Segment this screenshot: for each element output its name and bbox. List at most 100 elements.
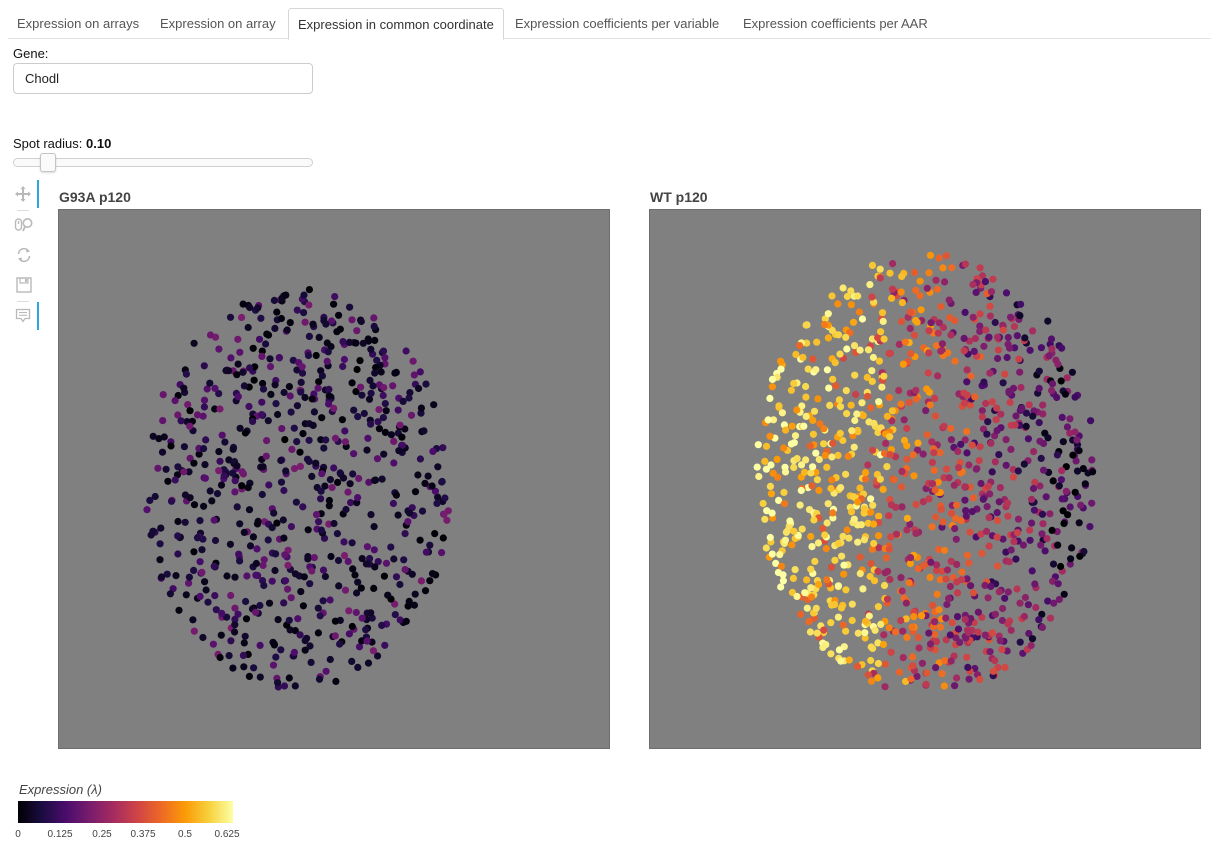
spot [377, 368, 385, 376]
spot [309, 320, 317, 328]
spot [328, 317, 336, 325]
spot [202, 436, 210, 444]
spot [1060, 590, 1068, 598]
spot [175, 606, 183, 614]
spot [250, 664, 258, 672]
hover-tool[interactable] [9, 302, 39, 330]
spot [791, 432, 800, 440]
spot [999, 604, 1007, 613]
spot [235, 550, 243, 558]
pan-tool[interactable] [9, 180, 39, 208]
spot [945, 296, 953, 304]
spot [277, 456, 285, 465]
spot [831, 600, 839, 609]
spot [328, 483, 336, 492]
spot [348, 657, 356, 665]
spot [809, 430, 817, 438]
spot [265, 599, 274, 607]
spot [382, 407, 390, 415]
spot [434, 493, 442, 501]
colorbar-tick: 0.625 [214, 829, 240, 840]
spot [379, 347, 388, 355]
spot [309, 421, 317, 429]
spot [196, 517, 204, 525]
gene-input[interactable] [13, 63, 313, 94]
tab-expression-coefficients-per-variable[interactable]: Expression coefficients per variable [515, 16, 720, 31]
spot [885, 624, 893, 632]
spot [775, 402, 783, 410]
spot-radius-slider[interactable] [13, 153, 313, 172]
spot [887, 648, 895, 656]
spot [387, 431, 395, 439]
spot [203, 385, 211, 393]
spot [1021, 593, 1029, 602]
spot [848, 616, 856, 625]
spot [951, 682, 959, 690]
spot [154, 464, 162, 472]
spot [355, 643, 364, 651]
spot [831, 359, 839, 367]
spot [390, 437, 398, 445]
reset-tool[interactable] [9, 241, 39, 269]
spot [305, 332, 313, 340]
spot [807, 565, 815, 573]
wheel-zoom-tool[interactable] [9, 211, 39, 239]
spot [875, 512, 883, 520]
spot [287, 594, 295, 602]
spot [870, 520, 878, 528]
spot [231, 477, 239, 485]
spot [1058, 344, 1066, 352]
spot [318, 372, 326, 380]
spot [954, 464, 963, 472]
spot [914, 634, 922, 642]
spot [304, 526, 312, 534]
tab-expression-coefficients-per-aar[interactable]: Expression coefficients per AAR [743, 16, 928, 31]
spot [1013, 332, 1021, 340]
spot [364, 659, 373, 667]
spot [993, 516, 1001, 525]
spot [829, 509, 837, 517]
spot [796, 342, 804, 350]
scatter-plot-g93a[interactable] [58, 209, 610, 749]
spot [318, 414, 326, 422]
spot [346, 303, 354, 311]
spot [960, 347, 968, 355]
spot [808, 593, 816, 601]
spot [226, 540, 234, 548]
spot [952, 515, 960, 523]
save-tool[interactable] [9, 271, 39, 299]
spot [236, 520, 244, 528]
spot [951, 525, 959, 533]
spot [860, 536, 868, 544]
spot [325, 400, 333, 408]
spot [942, 614, 950, 622]
spot [808, 543, 816, 551]
spot [986, 312, 994, 320]
spot [315, 675, 324, 683]
spot [911, 268, 919, 277]
tab-expression-on-array[interactable]: Expression on array [160, 16, 276, 31]
spot [312, 459, 320, 467]
tab-expression-in-common-coordinate[interactable]: Expression in common coordinate [288, 8, 504, 40]
spot [256, 673, 264, 681]
spot [907, 350, 915, 358]
spot [934, 372, 942, 380]
spot [805, 618, 813, 626]
spot [870, 577, 879, 585]
tab-expression-on-arrays[interactable]: Expression on arrays [17, 16, 140, 31]
spot [942, 465, 951, 473]
spot [882, 554, 890, 562]
scatter-plot-wt[interactable] [649, 209, 1201, 749]
spot-radius-slider-handle[interactable] [39, 153, 56, 172]
spot [789, 574, 797, 582]
spot [380, 572, 388, 580]
spot [331, 617, 339, 625]
spot [980, 378, 988, 386]
spot [402, 617, 410, 625]
spot [874, 334, 882, 342]
spot [961, 436, 969, 444]
spot [823, 576, 831, 584]
spot [802, 382, 810, 391]
spot [293, 366, 301, 374]
spot [293, 306, 301, 314]
